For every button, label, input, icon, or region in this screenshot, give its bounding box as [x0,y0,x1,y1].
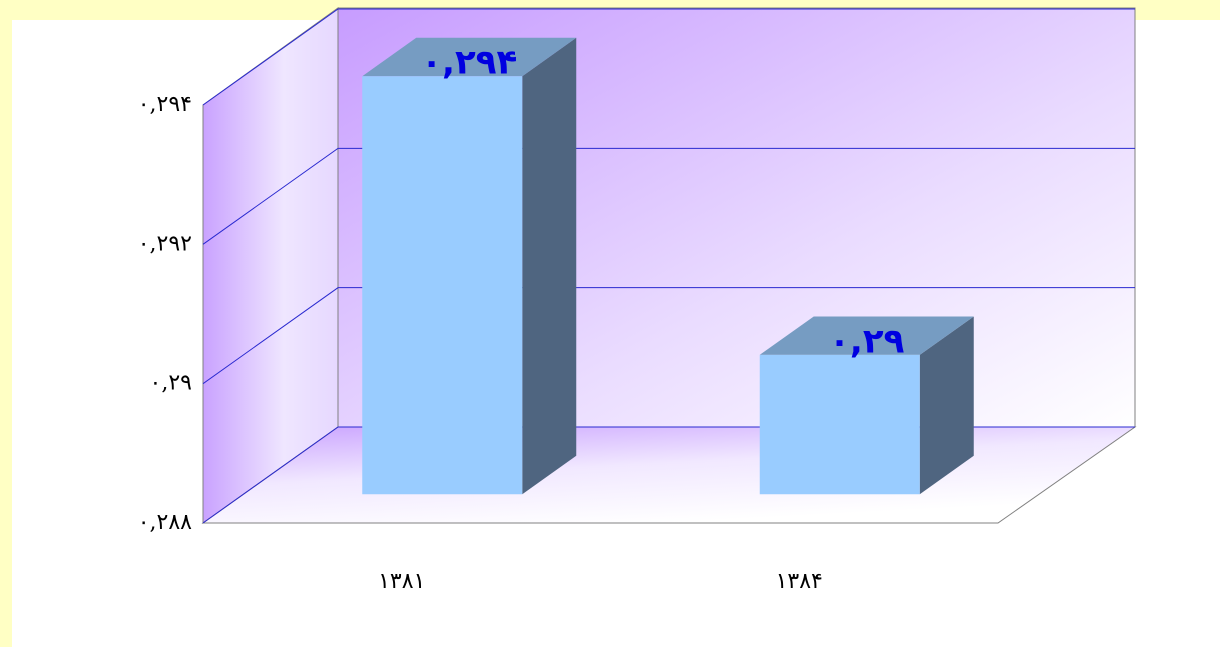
bar-top [362,37,577,77]
grid-line [202,287,1135,385]
bar [759,354,920,495]
x-tick-label: ۱۳۸۱ [378,569,425,594]
bar [362,76,523,495]
bar-side [522,37,577,495]
y-tick-label: ۰,۲۹ [150,371,192,396]
y-tick-label: ۰,۲۹۲ [138,231,192,256]
value-label: ۰,۲۹۴ [421,43,517,83]
bar-side [919,316,974,495]
floor [201,426,1137,524]
x-tick-label: ۱۳۸۴ [776,569,823,594]
grid-line [202,147,1135,245]
y-tick-label: ۰,۲۹۴ [138,92,192,117]
bar-top [759,316,974,355]
y-tick-label: ۰,۲۸۸ [138,510,192,535]
grid-line [202,8,1135,106]
value-label: ۰,۲۹ [829,321,904,361]
